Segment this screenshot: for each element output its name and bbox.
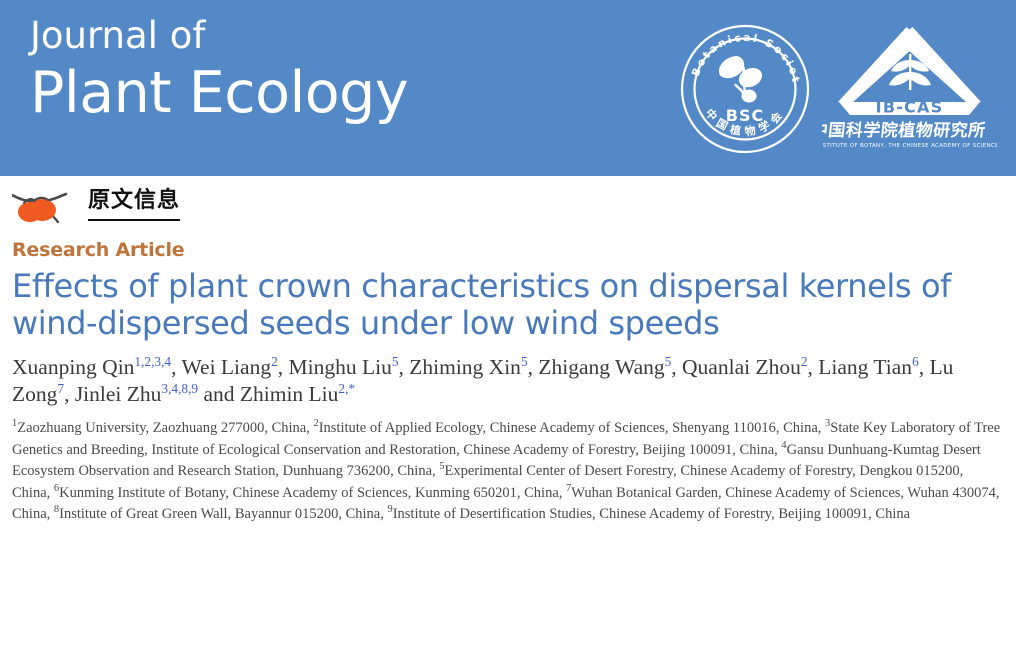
affiliation-list: 1Zaozhuang University, Zaozhuang 277000,… <box>12 418 1002 526</box>
affiliation-marker: 1 <box>12 418 18 430</box>
author-name: Liang Tian <box>818 355 913 379</box>
masthead-line-plant-ecology: Plant Ecology <box>30 60 409 126</box>
bsc-seal-logo: Botanical Society of China 中国植物学会 BSC <box>679 23 811 155</box>
author-name: Zhimin Liu <box>239 382 339 406</box>
affiliation-marker: 4 <box>781 439 787 451</box>
affiliation-text: Institute of Great Green Wall, Bayannur … <box>59 506 388 522</box>
svg-text:INSTITUTE OF BOTANY, THE CHINE: INSTITUTE OF BOTANY, THE CHINESE ACADEMY… <box>822 143 997 149</box>
masthead-line-journal-of: Journal of <box>30 14 206 57</box>
author-affiliation-marker: 5 <box>664 353 672 369</box>
tomato-branch-icon <box>10 186 84 228</box>
author-name: Xuanping Qin <box>12 355 135 379</box>
author-affiliation-marker: 1,2,3,4 <box>134 353 172 369</box>
author-name: Quanlai Zhou <box>682 355 801 379</box>
source-info-label: 原文信息 <box>88 188 181 221</box>
affiliation-marker: 8 <box>53 504 60 516</box>
affiliation-text: Kunming Institute of Botany, Chinese Aca… <box>59 484 567 501</box>
author-affiliation-marker: 3,4,8,9 <box>161 380 199 396</box>
article-title: Effects of plant crown characteristics o… <box>12 267 951 342</box>
author-affiliation-marker: 2 <box>800 353 808 369</box>
journal-masthead: Journal of Plant Ecology <box>30 14 409 126</box>
source-info-row: 原文信息 <box>0 176 1016 238</box>
author-name: Wei Liang <box>181 355 272 379</box>
affiliation-marker: 5 <box>439 461 445 473</box>
svg-text:BSC: BSC <box>726 106 764 125</box>
affiliation-text: Gansu Dunhuang-Kumtag Desert Ecosystem O… <box>12 441 981 480</box>
author-list: Xuanping Qin1,2,3,4, Wei Liang2, Minghu … <box>12 353 954 406</box>
affiliation-text: Institute of Desertification Studies, Ch… <box>392 506 911 522</box>
author-affiliation-marker: 6 <box>912 353 919 369</box>
svg-text:IB-CAS: IB-CAS <box>876 98 944 117</box>
svg-text:中国科学院植物研究所: 中国科学院植物研究所 <box>822 120 987 141</box>
affiliation-text: Experimental Center of Desert Forestry, … <box>12 463 964 501</box>
author-name: Minghu Liu <box>288 355 392 379</box>
affiliation-marker: 6 <box>53 482 60 494</box>
journal-banner: Journal of Plant Ecology Botanical Socie… <box>0 0 1016 176</box>
affiliation-marker: 2 <box>313 418 319 430</box>
affiliation-text: Zaozhuang University, Zaozhuang 277000, … <box>17 420 314 436</box>
author-name: Zhigang Wang <box>538 355 665 379</box>
author-affiliation-marker: 5 <box>391 353 399 369</box>
author-affiliation-marker: 5 <box>520 353 528 369</box>
affiliation-marker: 9 <box>387 504 393 516</box>
author-affiliation-marker: 2 <box>271 353 278 369</box>
author-affiliation-marker: 7 <box>57 380 65 396</box>
author-name: Jinlei Zhu <box>74 382 162 406</box>
article-type-kicker: Research Article <box>12 239 185 261</box>
affiliation-text: Wuhan Botanical Garden, Chinese Academy … <box>12 484 1000 523</box>
affiliation-text: Institute of Applied Ecology, Chinese Ac… <box>318 420 826 436</box>
author-name: Zhiming Xin <box>409 355 521 379</box>
author-affiliation-marker: 2,* <box>338 380 356 396</box>
author-name: Lu Zong <box>12 355 954 406</box>
affiliation-marker: 7 <box>566 482 572 494</box>
affiliation-text: State Key Laboratory of Tree Genetics an… <box>12 420 1001 458</box>
article-header-block: Research Article Effects of plant crown … <box>0 238 1016 526</box>
affiliation-marker: 3 <box>825 418 831 430</box>
ibcas-logo: IB-CAS 中国科学院植物研究所 INSTITUTE OF BOTANY, T… <box>822 24 997 154</box>
